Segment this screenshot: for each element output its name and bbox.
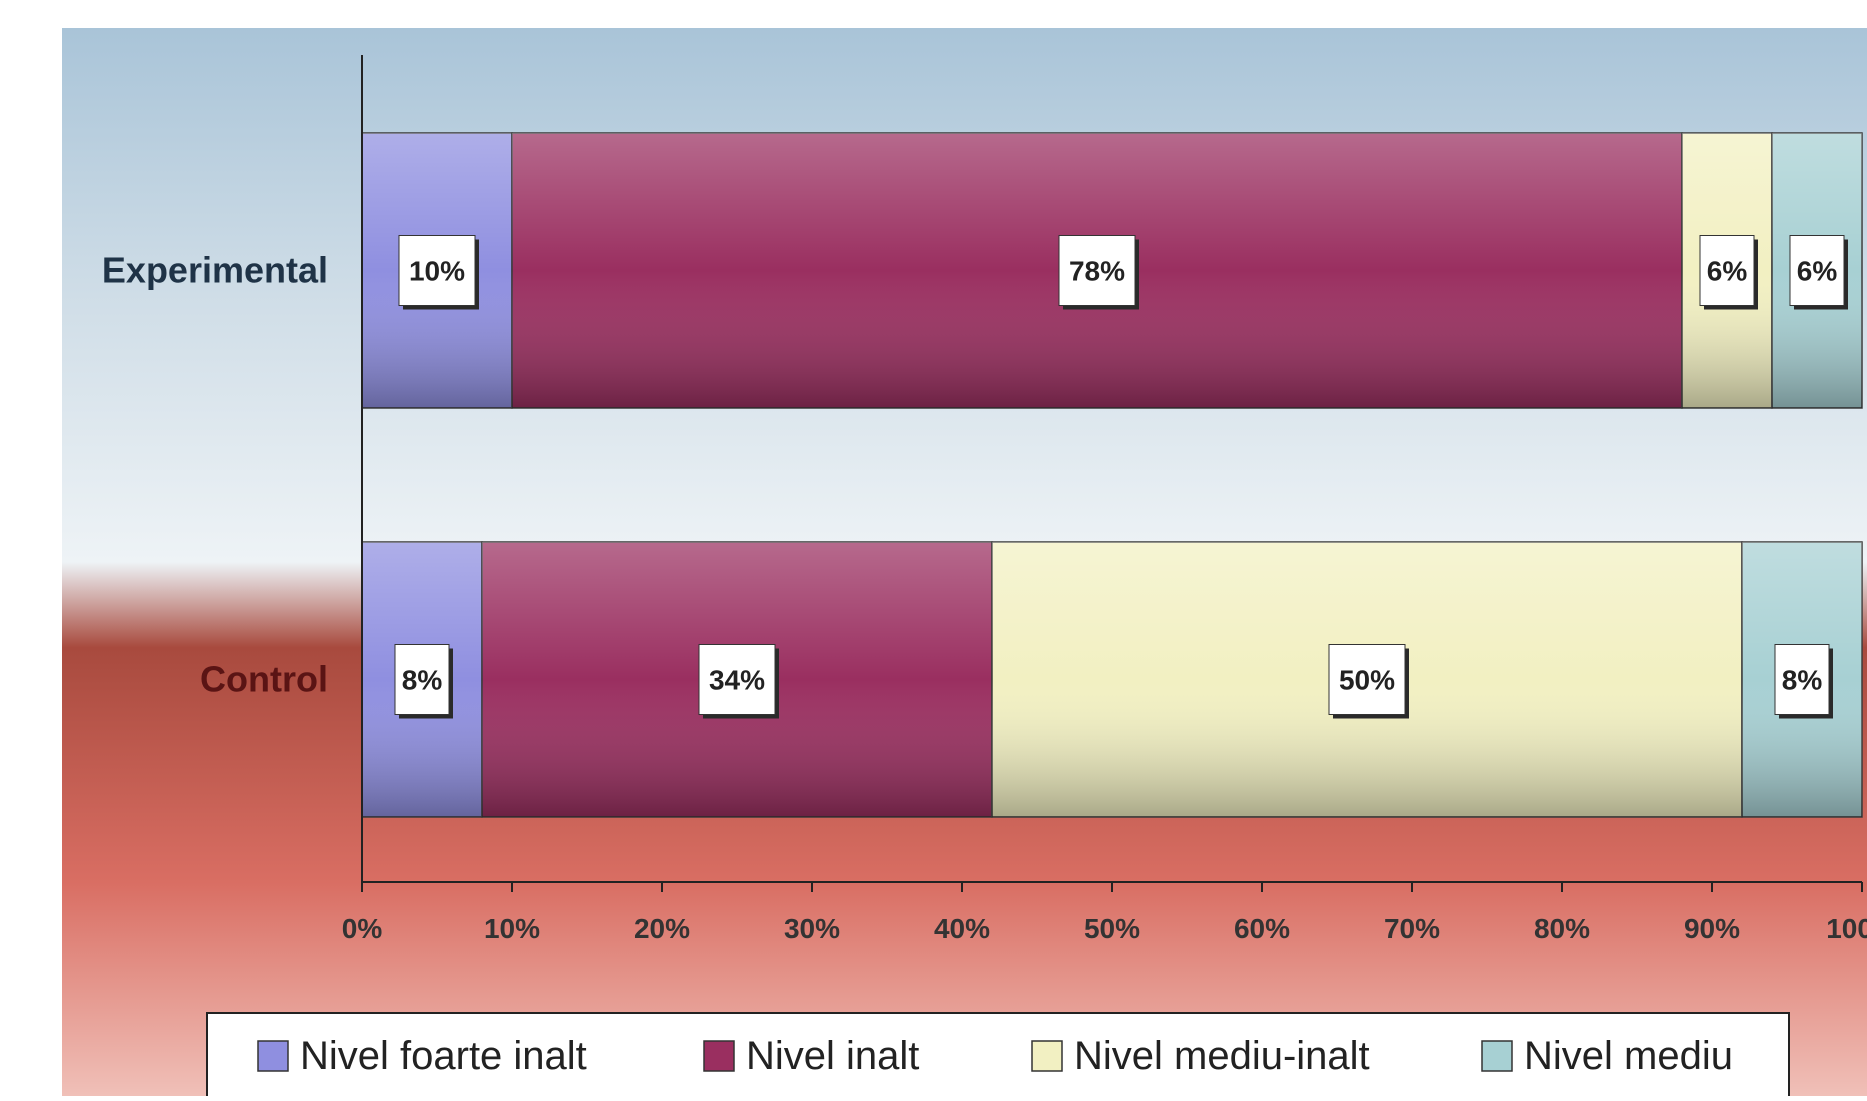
legend-item-nivel-mediu: Nivel mediu <box>1481 1034 1733 1078</box>
legend-box <box>206 1012 1790 1101</box>
x-tick-label: 40% <box>934 913 990 944</box>
x-tick-label: 20% <box>634 913 690 944</box>
svg-text:10%: 10% <box>409 256 465 287</box>
svg-text:8%: 8% <box>1782 665 1823 696</box>
x-tick-label: 60% <box>1234 913 1290 944</box>
x-tick-label: 50% <box>1084 913 1140 944</box>
data-label-control-nivel-mediu: 8% <box>1774 644 1833 719</box>
svg-text:50%: 50% <box>1339 665 1395 696</box>
legend-item-nivel-mediu-inalt: Nivel mediu-inalt <box>1031 1034 1370 1078</box>
legend-label: Nivel mediu <box>1524 1034 1733 1078</box>
x-tick-label: 90% <box>1684 913 1740 944</box>
x-tick-label: 0% <box>342 913 383 944</box>
x-tick-label: 30% <box>784 913 840 944</box>
legend-swatch <box>703 1040 735 1072</box>
x-tick-label: 80% <box>1534 913 1590 944</box>
category-label-control: Control <box>200 659 328 700</box>
labels-layer: 10% 78% 6% 6% Experimental 8% 34% 50% 8% Control <box>102 235 1848 719</box>
data-label-experimental-nivel-mediu-inalt: 6% <box>1699 235 1758 310</box>
data-label-experimental-nivel-mediu: 6% <box>1789 235 1848 310</box>
legend: Nivel foarte inalt Nivel inalt Nivel mediu… <box>206 1012 1790 1101</box>
svg-text:78%: 78% <box>1069 256 1125 287</box>
svg-text:8%: 8% <box>402 665 443 696</box>
axis-layer: 0% 10% 20% 30% 40% 50% 60% 70% 80% 90% 100% <box>342 55 1867 944</box>
data-label-control-nivel-foarte-inalt: 8% <box>394 644 453 719</box>
category-label-experimental: Experimental <box>102 250 328 291</box>
data-label-control-nivel-mediu-inalt: 50% <box>1328 644 1409 719</box>
svg-text:6%: 6% <box>1797 256 1838 287</box>
x-tick-label: 70% <box>1384 913 1440 944</box>
x-tick-label: 10% <box>484 913 540 944</box>
legend-swatch <box>257 1040 289 1072</box>
legend-label: Nivel foarte inalt <box>300 1034 587 1078</box>
x-tick-label: 100% <box>1826 913 1867 944</box>
legend-swatch <box>1481 1040 1513 1072</box>
legend-item-nivel-foarte-inalt: Nivel foarte inalt <box>257 1034 587 1078</box>
legend-item-nivel-inalt: Nivel inalt <box>703 1034 919 1078</box>
data-label-experimental-nivel-inalt: 78% <box>1058 235 1139 310</box>
legend-label: Nivel inalt <box>746 1034 919 1078</box>
data-label-control-nivel-inalt: 34% <box>698 644 779 719</box>
legend-swatch <box>1031 1040 1063 1072</box>
svg-text:34%: 34% <box>709 665 765 696</box>
svg-text:6%: 6% <box>1707 256 1748 287</box>
legend-label: Nivel mediu-inalt <box>1074 1034 1370 1078</box>
data-label-experimental-nivel-foarte-inalt: 10% <box>398 235 479 310</box>
